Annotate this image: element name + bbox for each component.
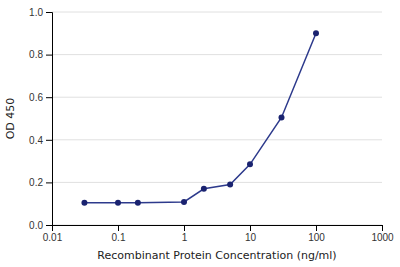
- point: [115, 200, 121, 206]
- tick-label: 1: [182, 232, 188, 243]
- grid-line: [52, 97, 382, 98]
- tick: 100: [308, 225, 325, 243]
- point: [227, 182, 233, 188]
- grid-line: [52, 54, 382, 55]
- tick: 0.6: [29, 92, 52, 103]
- tick-label: 0.6: [29, 92, 43, 103]
- tick: 0.2: [29, 177, 52, 188]
- tick-label: 1.0: [29, 7, 43, 18]
- plot: 0.01 0.1 1 10 100 1000 0.0 0.2 0.4 0.6 0.8 1.0: [29, 7, 394, 243]
- point: [81, 200, 87, 206]
- tick: 1000: [371, 225, 394, 243]
- tick-mark: [46, 55, 52, 56]
- tick-label: 0.1: [112, 232, 126, 243]
- point: [247, 161, 253, 167]
- tick-mark: [184, 225, 185, 231]
- tick: 1: [182, 225, 188, 243]
- tick-mark: [46, 140, 52, 141]
- point: [181, 199, 187, 205]
- tick: 0.1: [112, 225, 126, 243]
- tick: 0.01: [43, 225, 63, 243]
- tick-mark: [46, 225, 52, 226]
- tick-label: 0.8: [29, 49, 43, 60]
- tick-mark: [250, 225, 251, 231]
- y-axis-title: OD 450: [4, 98, 17, 140]
- tick-mark: [46, 97, 52, 98]
- tick: 1.0: [29, 7, 52, 18]
- tick-mark: [382, 225, 383, 231]
- line: [84, 33, 316, 202]
- tick: 0.8: [29, 49, 52, 60]
- axis-line: [53, 226, 383, 232]
- point: [201, 186, 207, 192]
- tick-label: 100: [308, 232, 325, 243]
- grid-line: [52, 139, 382, 140]
- grid-line: [52, 12, 382, 13]
- x-axis-title: Recombinant Protein Concentration (ng/ml…: [97, 249, 336, 262]
- tick-label: 1000: [371, 232, 394, 243]
- point: [278, 114, 284, 120]
- tick: 0.4: [29, 135, 52, 146]
- tick-label: 10: [245, 232, 257, 243]
- tick: 10: [245, 225, 257, 243]
- tick-mark: [316, 225, 317, 231]
- grid: [52, 12, 382, 225]
- point: [135, 200, 141, 206]
- tick-label: 0.4: [29, 135, 43, 146]
- series: [81, 30, 319, 205]
- tick-label: 0.0: [29, 220, 43, 231]
- y-axis: 0.0 0.2 0.4 0.6 0.8 1.0: [29, 7, 52, 231]
- tick-label: 0.01: [43, 232, 63, 243]
- axis-line: [46, 13, 53, 226]
- tick-label: 0.2: [29, 177, 43, 188]
- tick-mark: [118, 225, 119, 231]
- x-axis: 0.01 0.1 1 10 100 1000: [43, 225, 394, 243]
- point: [313, 30, 319, 36]
- tick-mark: [46, 12, 52, 13]
- chart: 0.01 0.1 1 10 100 1000 0.0 0.2 0.4 0.6 0.8 1.0 Recom…: [0, 0, 400, 267]
- grid-line: [52, 182, 382, 183]
- tick: 0.0: [29, 220, 52, 231]
- tick-mark: [46, 182, 52, 183]
